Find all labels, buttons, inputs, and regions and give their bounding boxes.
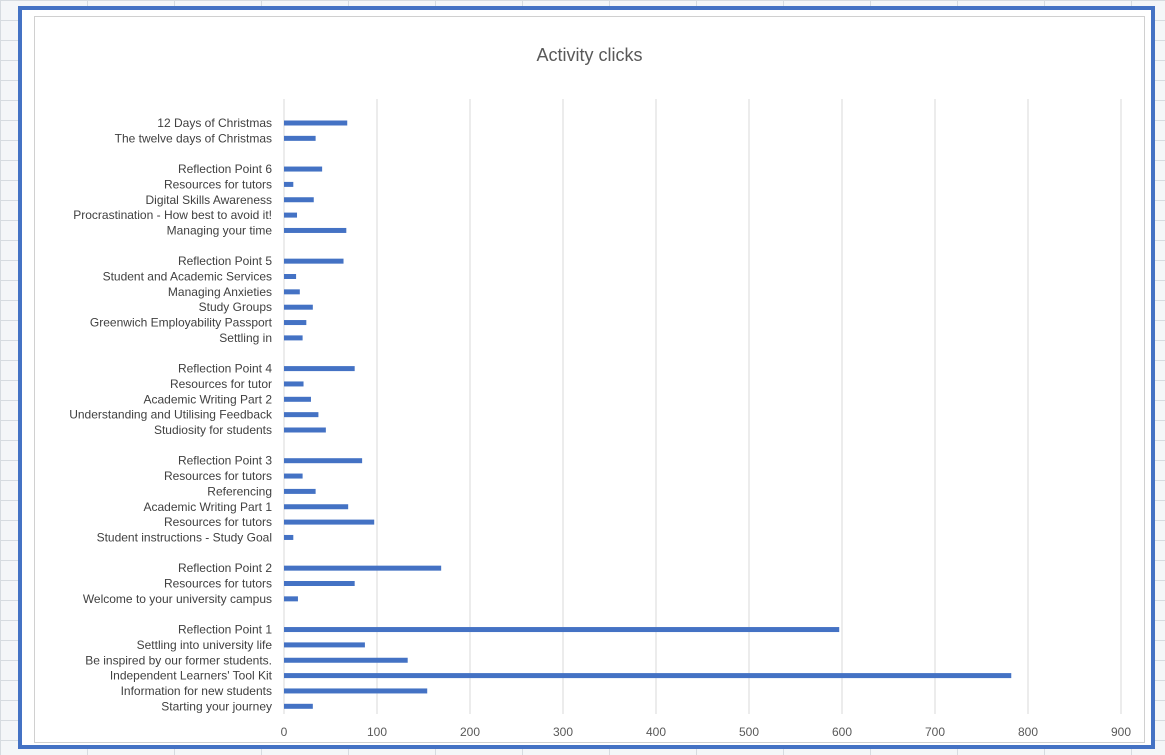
bar[interactable] (284, 181, 294, 187)
category-label: Be inspired by our former students. (85, 653, 272, 667)
bar[interactable] (284, 627, 840, 633)
x-tick-label: 0 (281, 725, 288, 739)
category-label: 12 Days of Christmas (157, 116, 272, 130)
bar[interactable] (284, 289, 300, 295)
x-tick-label: 200 (460, 725, 480, 739)
category-label: Resources for tutors (164, 577, 272, 591)
category-label: Managing your time (167, 223, 273, 237)
category-label: Study Groups (199, 300, 272, 314)
chart-area[interactable]: Activity clicks 0 100 200 300 400 500 600 700 80… (34, 16, 1145, 743)
category-label: Resources for tutors (164, 177, 272, 191)
x-tick-label: 800 (1018, 725, 1038, 739)
bar[interactable] (284, 166, 323, 172)
category-label: The twelve days of Christmas (115, 131, 272, 145)
category-label: Independent Learners' Tool Kit (110, 669, 273, 683)
bar[interactable] (284, 227, 347, 233)
category-label: Managing Anxieties (168, 285, 272, 299)
bar[interactable] (284, 673, 1012, 679)
bar[interactable] (284, 381, 304, 387)
bar-chart-plot: 0 100 200 300 400 500 600 700 800 900 12 Days of C… (69, 99, 1131, 739)
category-label: Reflection Point 2 (178, 561, 272, 575)
category-label: Starting your journey (161, 699, 272, 713)
category-label: Greenwich Employability Passport (90, 316, 273, 330)
x-tick-label: 400 (646, 725, 666, 739)
x-tick-label: 600 (832, 725, 852, 739)
x-tick-label: 900 (1111, 725, 1131, 739)
category-label: Digital Skills Awareness (146, 193, 273, 207)
category-label: Referencing (207, 484, 272, 498)
bar[interactable] (284, 120, 348, 126)
bar[interactable] (284, 534, 294, 540)
bar[interactable] (284, 519, 375, 525)
category-label: Understanding and Utilising Feedback (69, 408, 273, 422)
x-tick-label: 100 (367, 725, 387, 739)
bar[interactable] (284, 688, 428, 694)
category-label: Studiosity for students (154, 423, 272, 437)
category-label: Reflection Point 4 (178, 362, 272, 376)
category-label: Information for new students (121, 684, 272, 698)
category-label: Reflection Point 1 (178, 623, 272, 637)
bar[interactable] (284, 642, 365, 648)
category-label: Student instructions - Study Goal (97, 530, 272, 544)
bar[interactable] (284, 427, 326, 433)
bar[interactable] (284, 197, 314, 203)
bar[interactable] (284, 488, 316, 494)
bar[interactable] (284, 320, 307, 326)
category-label: Resources for tutors (164, 515, 272, 529)
x-tick-label: 300 (553, 725, 573, 739)
category-label: Academic Writing Part 2 (144, 392, 273, 406)
bar[interactable] (284, 212, 298, 218)
category-label: Reflection Point 5 (178, 254, 272, 268)
x-tick-label: 700 (925, 725, 945, 739)
bar[interactable] (284, 596, 298, 602)
category-label: Resources for tutor (170, 377, 272, 391)
bar[interactable] (284, 581, 355, 586)
bar[interactable] (284, 657, 408, 663)
chart-title: Activity clicks (536, 45, 643, 65)
bar[interactable] (284, 458, 363, 464)
category-label: Reflection Point 3 (178, 454, 272, 468)
bar[interactable] (284, 565, 442, 571)
x-tick-label: 500 (739, 725, 759, 739)
category-label: Settling into university life (137, 638, 273, 652)
bar[interactable] (284, 504, 349, 510)
bar[interactable] (284, 366, 355, 372)
chart-selection-frame[interactable]: Activity clicks 0 100 200 300 400 500 600 700 80… (18, 6, 1155, 749)
bar[interactable] (284, 135, 316, 141)
bar[interactable] (284, 473, 303, 479)
bar[interactable] (284, 412, 319, 418)
bar[interactable] (284, 304, 313, 310)
bar[interactable] (284, 335, 303, 341)
category-label: Reflection Point 6 (178, 162, 272, 176)
category-label: Welcome to your university campus (83, 592, 272, 606)
bar[interactable] (284, 258, 344, 264)
category-label: Student and Academic Services (103, 270, 272, 284)
category-label: Settling in (219, 331, 272, 345)
category-label: Resources for tutors (164, 469, 272, 483)
category-label: Academic Writing Part 1 (144, 500, 273, 514)
bar[interactable] (284, 274, 297, 279)
bar[interactable] (284, 703, 313, 709)
bar[interactable] (284, 396, 311, 402)
category-label: Procrastination - How best to avoid it! (73, 208, 272, 222)
